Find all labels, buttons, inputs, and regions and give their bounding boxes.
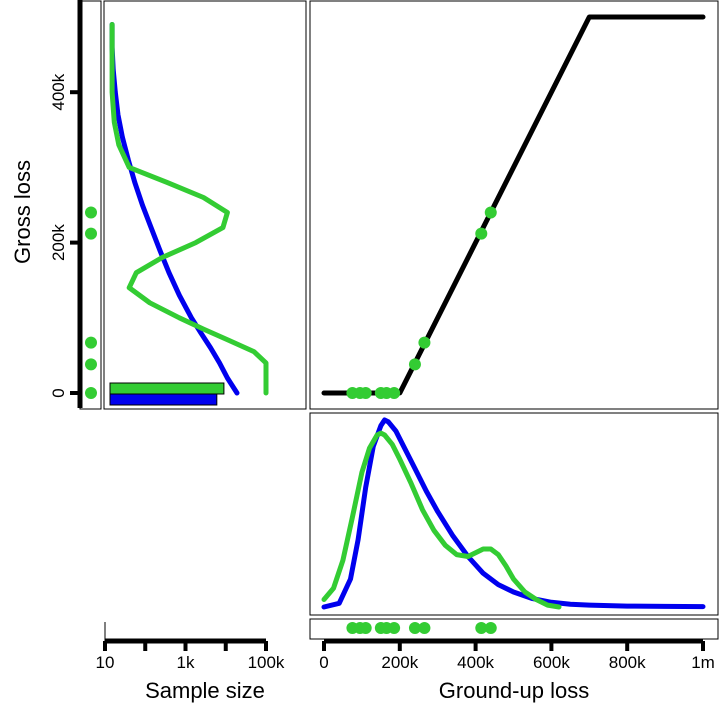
x-tick-label: 1m — [691, 653, 715, 672]
chart-marks — [85, 14, 706, 634]
mapping-panel-frame — [309, 0, 719, 410]
sample-tick-label: 100k — [248, 653, 285, 672]
ground-up-rug-point — [388, 622, 401, 634]
y-tick-label: 400k — [49, 73, 68, 110]
x-axis-title: Ground-up loss — [439, 678, 589, 703]
y-tick-label: 200k — [49, 224, 68, 261]
sample-axis-title: Sample size — [145, 678, 265, 703]
ground-up-rug-point — [475, 622, 488, 634]
gross-density-curve-series_b — [109, 22, 269, 396]
gross-density-curve-series_a — [109, 22, 240, 396]
x-tick-label: 800k — [609, 653, 646, 672]
observation-point — [418, 336, 431, 349]
ground-up-rug-point — [418, 622, 431, 634]
y-axis-title: Gross loss — [10, 160, 35, 264]
observation-point — [359, 387, 372, 399]
mapping-curve — [321, 14, 706, 396]
ground-up-density-curve-series_a — [321, 417, 706, 610]
observation-point — [484, 206, 497, 219]
ground-up-rug-point — [359, 622, 372, 634]
sample-tick-label: 10 — [96, 653, 115, 672]
axes — [70, 0, 705, 651]
sample-panel-frame — [103, 0, 307, 410]
observation-point — [388, 387, 401, 399]
density-panel-frame — [309, 412, 719, 616]
observation-point — [475, 227, 488, 240]
tick-labels: 0 200k 400k 0 200k 400k 600k 800k 1m 10 1k 100k — [49, 73, 715, 672]
panel-frames — [79, 0, 719, 640]
sample-size-bar-series_a — [109, 393, 218, 406]
sample-tick-label: 1k — [177, 653, 195, 672]
gross-rug-point — [85, 336, 97, 349]
x-tick-label: 400k — [457, 653, 494, 672]
gross-rug-point — [85, 206, 97, 219]
x-tick-label: 0 — [319, 653, 328, 672]
gross-rug-point — [85, 358, 97, 371]
x-tick-label: 200k — [381, 653, 418, 672]
ground-up-density-curve-series_b — [321, 430, 562, 610]
ground-up-rug-point — [484, 622, 497, 634]
y-tick-label: 0 — [49, 388, 68, 397]
gross-rug-point — [85, 227, 97, 240]
observation-point — [408, 358, 421, 371]
x-tick-label: 600k — [533, 653, 570, 672]
ground-up-rug-point — [408, 622, 421, 634]
gross-rug-point — [85, 387, 97, 399]
sample-size-bar-series_b — [109, 382, 225, 395]
